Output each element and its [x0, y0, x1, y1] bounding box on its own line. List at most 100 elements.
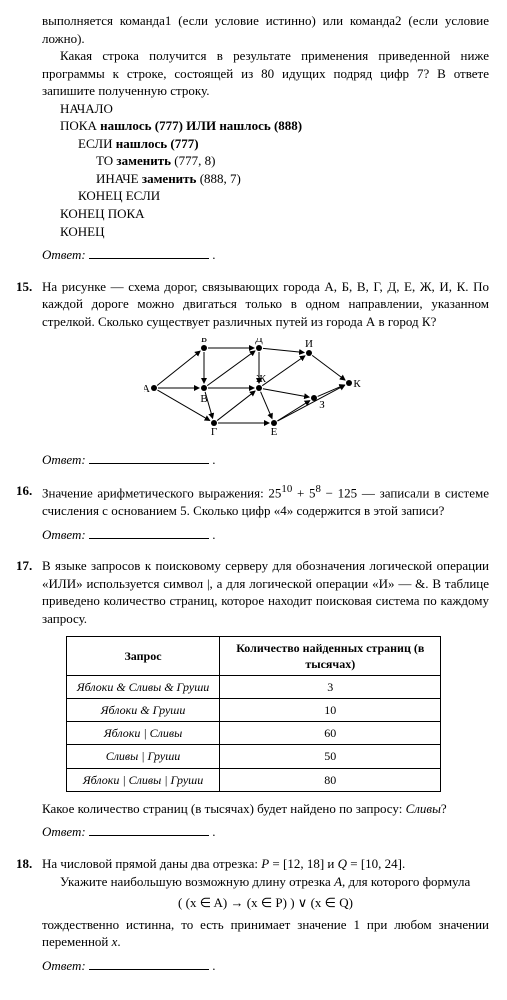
cell-query: Яблоки | Сливы — [66, 722, 220, 745]
t18-1d: Q — [338, 856, 347, 871]
svg-text:Б: Б — [200, 338, 206, 345]
code-l8: КОНЕЦ — [60, 223, 489, 241]
intro-body: выполняется команда1 (если условие истин… — [42, 12, 489, 240]
svg-text:Е: Е — [270, 426, 277, 438]
code-l3: ЕСЛИ нашлось (777) — [78, 135, 489, 153]
task-16-text: Значение арифметического выражения: 2510… — [42, 482, 489, 519]
answer-blank-16 — [89, 526, 209, 539]
t17-qc: ? — [441, 801, 447, 816]
answer-intro: Ответ: . — [42, 246, 489, 264]
table-row: Яблоки & Сливы & Груши3 — [66, 675, 441, 698]
t18-line3: тождественно истинна, то есть принимает … — [42, 916, 489, 951]
t18-line2: Укажите наибольшую возможную длину отрез… — [42, 873, 489, 891]
code-l5b: заменить — [142, 171, 200, 186]
t18-1c: = [12, 18] и — [269, 856, 337, 871]
cell-query: Яблоки & Сливы & Груши — [66, 675, 220, 698]
svg-text:Д: Д — [255, 338, 263, 345]
table-17-header: Запрос Количество найденных страниц (в т… — [66, 636, 441, 675]
answer-label-15: Ответ: — [42, 452, 86, 467]
code-l5c: (888, 7) — [200, 171, 241, 186]
task-15-text: На рисунке — схема дорог, связывающих го… — [42, 278, 489, 331]
table-17: Запрос Количество найденных страниц (в т… — [66, 636, 442, 792]
answer-blank-18 — [89, 957, 209, 970]
code-l5a: ИНАЧЕ — [96, 171, 142, 186]
table-row: Сливы | Груши50 — [66, 745, 441, 768]
code-l7: КОНЕЦ ПОКА — [60, 205, 489, 223]
svg-text:А: А — [144, 383, 150, 395]
t16-sup1: 10 — [281, 483, 292, 495]
task-15: 15. На рисунке — схема дорог, связывающи… — [18, 278, 489, 469]
task-17-question: Какое количество страниц (в тысячах) буд… — [42, 800, 489, 818]
answer-blank-17 — [89, 823, 209, 836]
answer-label-17: Ответ: — [42, 824, 86, 839]
table-row: Яблоки | Сливы60 — [66, 722, 441, 745]
code-l2a: ПОКА — [60, 118, 100, 133]
task-18-body: На числовой прямой даны два отрезка: P =… — [42, 855, 489, 951]
graph-15-svg: А Б В Г Д Ж Е И З К — [144, 338, 364, 438]
code-l4b: заменить — [116, 153, 174, 168]
task-17-text: В языке запросов к поисковому серверу дл… — [42, 557, 489, 627]
t18-formula: ( (x ∈ A) → (x ∈ P) ) ∨ (x ∈ Q) — [42, 894, 489, 912]
answer-blank-15 — [89, 451, 209, 464]
code-l4: ТО заменить (777, 8) — [96, 152, 489, 170]
answer-15: Ответ: . — [42, 451, 489, 469]
task-16-num: 16. — [16, 482, 32, 500]
cell-count: 80 — [220, 768, 441, 791]
cell-count: 60 — [220, 722, 441, 745]
answer-17: Ответ: . — [42, 823, 489, 841]
svg-text:Ж: Ж — [256, 373, 266, 385]
t18-3c: . — [117, 934, 120, 949]
code-l5: ИНАЧЕ заменить (888, 7) — [96, 170, 489, 188]
svg-text:И: И — [305, 338, 313, 350]
task-18: 18. На числовой прямой даны два отрезка:… — [18, 855, 489, 974]
t18-1b: P — [261, 856, 269, 871]
t18-2a: Укажите наибольшую возможную длину отрез… — [60, 874, 334, 889]
task-17-num: 17. — [16, 557, 32, 575]
task-15-num: 15. — [16, 278, 32, 296]
cell-query: Сливы | Груши — [66, 745, 220, 768]
task-intro: выполняется команда1 (если условие истин… — [18, 12, 489, 264]
table-row: Яблоки | Сливы | Груши80 — [66, 768, 441, 791]
code-l3b: нашлось (777) — [116, 136, 199, 151]
intro-line1: выполняется команда1 (если условие истин… — [42, 12, 489, 47]
svg-text:К: К — [353, 378, 361, 390]
cell-query: Яблоки | Сливы | Груши — [66, 768, 220, 791]
t18-line1: На числовой прямой даны два отрезка: P =… — [42, 855, 489, 873]
th-count: Количество найденных страниц (в тысячах) — [220, 636, 441, 675]
cell-count: 3 — [220, 675, 441, 698]
svg-text:Г: Г — [210, 426, 216, 438]
answer-label-18: Ответ: — [42, 958, 86, 973]
code-l3a: ЕСЛИ — [78, 136, 116, 151]
t18-1a: На числовой прямой даны два отрезка: — [42, 856, 261, 871]
answer-16: Ответ: . — [42, 526, 489, 544]
task-16: 16. Значение арифметического выражения: … — [18, 482, 489, 543]
table-row: Яблоки & Груши10 — [66, 699, 441, 722]
t17-qa: Какое количество страниц (в тысячах) буд… — [42, 801, 406, 816]
svg-text:З: З — [319, 399, 325, 411]
answer-blank — [89, 246, 209, 259]
th-query: Запрос — [66, 636, 220, 675]
t18-2c: , для которого формула — [342, 874, 470, 889]
t16-a: Значение арифметического выражения: 25 — [42, 486, 281, 501]
t18-3a: тождественно истинна, то есть принимает … — [42, 917, 489, 950]
cell-query: Яблоки & Груши — [66, 699, 220, 722]
cell-count: 50 — [220, 745, 441, 768]
code-l4c: (777, 8) — [174, 153, 215, 168]
code-l2: ПОКА нашлось (777) ИЛИ нашлось (888) — [60, 117, 489, 135]
code-l2b: нашлось (777) ИЛИ нашлось (888) — [100, 118, 302, 133]
answer-18: Ответ: . — [42, 957, 489, 975]
task-18-num: 18. — [16, 855, 32, 873]
t18-1e: = [10, 24]. — [347, 856, 405, 871]
code-l1: НАЧАЛО — [60, 100, 489, 118]
t18-2b: A — [334, 874, 342, 889]
code-l6: КОНЕЦ ЕСЛИ — [78, 187, 489, 205]
answer-label: Ответ: — [42, 247, 86, 262]
task-17: 17. В языке запросов к поисковому сервер… — [18, 557, 489, 841]
svg-text:В: В — [200, 393, 207, 405]
answer-label-16: Ответ: — [42, 527, 86, 542]
t17-qb: Сливы — [406, 801, 441, 816]
t16-b: + 5 — [292, 486, 315, 501]
intro-line2: Какая строка получится в результате прим… — [42, 47, 489, 100]
code-l4a: ТО — [96, 153, 116, 168]
graph-15: А Б В Г Д Ж Е И З К — [18, 338, 489, 443]
